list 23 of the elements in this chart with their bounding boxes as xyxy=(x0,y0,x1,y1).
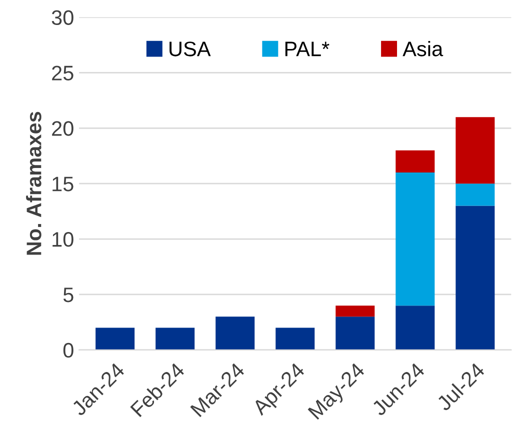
bar xyxy=(216,316,255,350)
legend-label: Asia xyxy=(402,41,444,56)
bar xyxy=(396,150,435,173)
bar xyxy=(156,328,195,350)
legend-label: USA xyxy=(170,42,211,56)
y-tick-label: 10 xyxy=(52,232,74,247)
bar xyxy=(276,328,315,350)
bar xyxy=(396,306,435,350)
bar xyxy=(456,117,495,184)
y-tick-label: 30 xyxy=(52,10,74,26)
y-tick-label: 25 xyxy=(52,66,74,80)
y-axis-title: No. Aframaxes xyxy=(26,112,42,255)
legend-label: PAL* xyxy=(285,42,330,56)
bar xyxy=(96,328,135,350)
bar xyxy=(336,316,375,350)
y-tick-label: 5 xyxy=(63,288,74,302)
bar xyxy=(396,172,435,306)
y-tick-label: 0 xyxy=(63,342,74,358)
y-tick-label: 20 xyxy=(52,121,74,136)
bar xyxy=(456,184,495,206)
bar xyxy=(456,206,495,350)
bar xyxy=(336,306,375,317)
y-tick-label: 15 xyxy=(52,176,74,192)
